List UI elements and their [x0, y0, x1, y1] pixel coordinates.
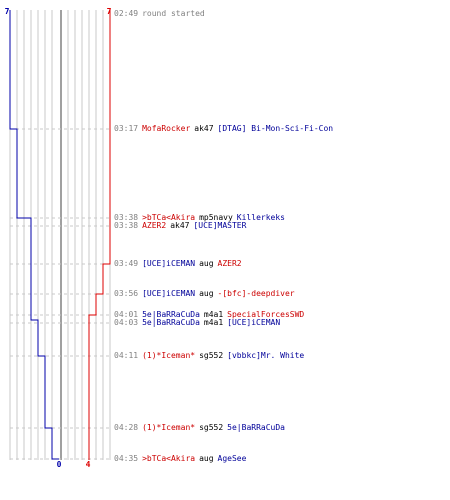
event-victim: Killerkeks: [236, 213, 285, 222]
event-victim: -[bfc]-deepdiver: [217, 289, 295, 298]
event-dash-lines: [10, 128, 112, 460]
event-row: 03:17 MofaRocker ak47 [DTAG] Bi-Mon-Sci-Fi-…: [114, 124, 337, 134]
event-victim: SpecialForcesSWD: [227, 310, 305, 319]
event-row: 03:38 AZER2 ak47 [UCE]MASTER: [114, 221, 250, 231]
blue-end-count: 0: [57, 460, 62, 469]
event-weapon: ak47: [194, 124, 214, 133]
event-killer: MofaRocker: [142, 124, 191, 133]
event-weapon: ak47: [170, 221, 190, 230]
event-row: 04:35 >bTCa<Akira aug AgeSee: [114, 454, 250, 464]
event-killer: (1)*Iceman*: [142, 351, 196, 360]
event-killer: 5e|BaRRaCuDa: [142, 310, 200, 319]
blue-team-alive-line: [9, 10, 59, 460]
event-row: 04:28 (1)*Iceman* sg552 5e|BaRRaCuDa: [114, 423, 289, 433]
red-start-count: 7: [107, 7, 112, 16]
blue-start-count: 7: [5, 7, 10, 16]
event-weapon: aug: [199, 259, 214, 268]
event-victim: [UCE]iCEMAN: [227, 318, 281, 327]
event-time: 04:35: [114, 454, 139, 463]
event-row: 03:49 [UCE]iCEMAN aug AZER2: [114, 259, 246, 269]
event-weapon: aug: [199, 454, 214, 463]
event-killer: (1)*Iceman*: [142, 423, 196, 432]
event-victim: AZER2: [217, 259, 242, 268]
event-time: 04:11: [114, 351, 139, 360]
event-killer: [UCE]iCEMAN: [142, 259, 196, 268]
event-killer: 5e|BaRRaCuDa: [142, 318, 200, 327]
event-row: 04:03 5e|BaRRaCuDa m4a1 [UCE]iCEMAN: [114, 318, 284, 328]
event-time: 04:03: [114, 318, 139, 327]
event-time: 04:28: [114, 423, 139, 432]
event-row: 03:38 >bTCa<Akira mp5navy Killerkeks: [114, 213, 289, 223]
event-time: 03:17: [114, 124, 139, 133]
event-weapon: sg552: [199, 351, 224, 360]
event-weapon: m4a1: [203, 310, 224, 319]
event-row: 03:56 [UCE]iCEMAN aug -[bfc]-deepdiver: [114, 289, 299, 299]
event-time: 03:49: [114, 259, 139, 268]
event-text: round started: [142, 9, 205, 18]
event-time: 03:38: [114, 213, 139, 222]
event-victim: AgeSee: [217, 454, 247, 463]
event-killer: AZER2: [142, 221, 167, 230]
event-weapon: m4a1: [203, 318, 224, 327]
event-row: 04:11 (1)*Iceman* sg552 [vbbkc]Mr. White: [114, 351, 308, 361]
event-time: 03:38: [114, 221, 139, 230]
event-victim: 5e|BaRRaCuDa: [227, 423, 285, 432]
event-row: 02:49 round started: [114, 9, 209, 19]
event-time: 02:49: [114, 9, 139, 18]
red-team-alive-line: [88, 10, 111, 460]
event-row: 04:01 5e|BaRRaCuDa m4a1 SpecialForcesSWD: [114, 310, 308, 320]
event-killer: >bTCa<Akira: [142, 454, 196, 463]
event-killer: >bTCa<Akira: [142, 213, 196, 222]
event-victim: [UCE]MASTER: [193, 221, 247, 230]
event-time: 04:01: [114, 310, 139, 319]
timeline-grid: [9, 10, 111, 460]
event-weapon: aug: [199, 289, 214, 298]
event-victim: [DTAG] Bi-Mon-Sci-Fi-Con: [217, 124, 334, 133]
event-time: 03:56: [114, 289, 139, 298]
event-killer: [UCE]iCEMAN: [142, 289, 196, 298]
event-victim: [vbbkc]Mr. White: [227, 351, 305, 360]
red-end-count: 4: [86, 460, 91, 469]
event-weapon: sg552: [199, 423, 224, 432]
event-weapon: mp5navy: [199, 213, 233, 222]
